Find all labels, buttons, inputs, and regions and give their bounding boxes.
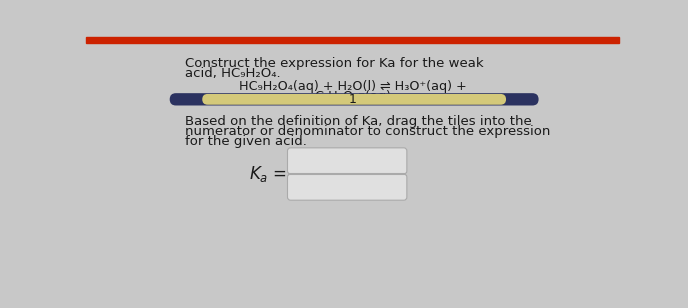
Text: C₉H₂O₄⁻(aq): C₉H₂O₄⁻(aq) [314,90,391,103]
FancyBboxPatch shape [170,93,539,105]
Text: $K_a$: $K_a$ [249,164,268,184]
FancyBboxPatch shape [288,174,407,200]
Text: Construct the expression for Ka for the weak: Construct the expression for Ka for the … [185,57,484,70]
Text: HC₉H₂O₄(aq) + H₂O(l) ⇌ H₃O⁺(aq) +: HC₉H₂O₄(aq) + H₂O(l) ⇌ H₃O⁺(aq) + [239,80,466,93]
Text: acid, HC₉H₂O₄.: acid, HC₉H₂O₄. [185,67,281,80]
Text: numerator or denominator to construct the expression: numerator or denominator to construct th… [185,125,550,138]
Bar [86,37,619,43]
Text: for the given acid.: for the given acid. [185,135,307,148]
Text: 1: 1 [349,93,356,106]
FancyBboxPatch shape [288,148,407,174]
FancyBboxPatch shape [202,94,506,105]
Text: Based on the definition of Ka, drag the tiles into the: Based on the definition of Ka, drag the … [185,115,532,128]
Text: =: = [272,165,286,183]
